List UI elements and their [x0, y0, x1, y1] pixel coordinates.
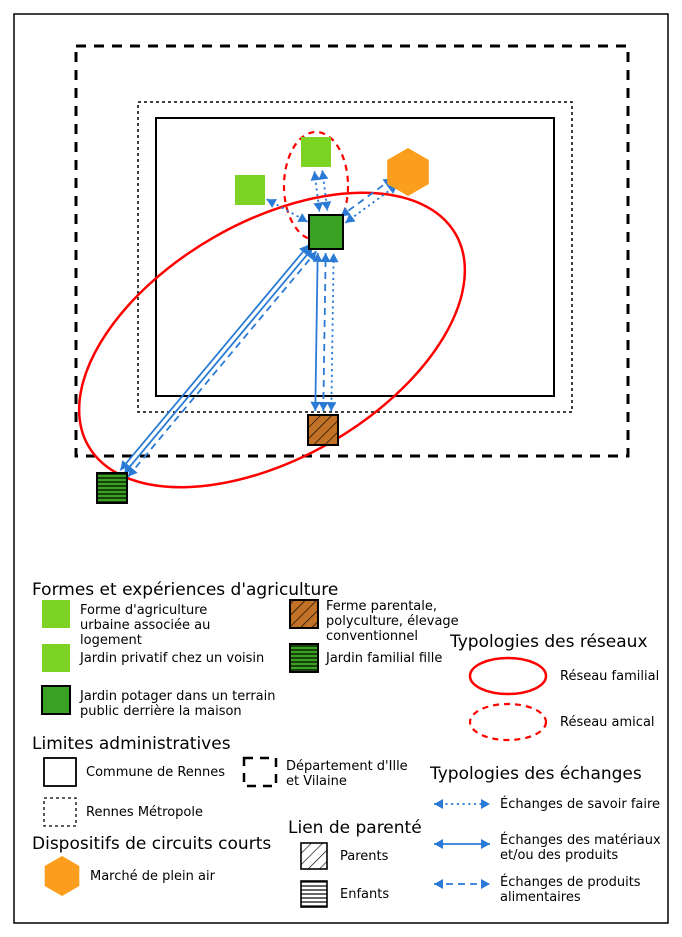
heading-dispositifs: Dispositifs de circuits courts — [32, 834, 271, 854]
arrowhead — [267, 199, 277, 208]
swatch-agri-4 — [290, 644, 318, 672]
heading-formes: Formes et expériences d'agriculture — [32, 580, 338, 600]
legend-limite-1: Rennes Métropole — [86, 806, 203, 821]
legend-agri-4: Jardin familial fille — [326, 652, 476, 667]
arrowhead — [313, 202, 323, 212]
swatch-dispositif-marche — [45, 856, 80, 896]
legend-agri-0: Forme d'agriculture urbaine associée au … — [80, 604, 260, 649]
swatch-limite-commune — [44, 758, 76, 786]
legend-echange-0: Échanges de savoir faire — [500, 798, 670, 813]
legend-limite-2: Département d'Ille et Vilaine — [286, 760, 416, 790]
swatch-parente-parents — [301, 843, 327, 869]
legend-agri-2: Jardin potager dans un terrain public de… — [80, 690, 280, 720]
legend-echange-2: Échanges de produits alimentaires — [500, 876, 670, 906]
arrowhead — [310, 402, 320, 411]
swatch-agri-2 — [42, 686, 70, 714]
arrowhead — [481, 799, 490, 809]
arrowhead — [434, 799, 443, 809]
legend-limite-0: Commune de Rennes — [86, 766, 225, 781]
arrow — [120, 245, 308, 470]
arrow — [345, 185, 397, 223]
swatch-agri-0 — [42, 600, 70, 628]
swatch-reseau-familial — [470, 658, 546, 694]
swatch-limite-metropole — [44, 798, 76, 826]
swatch-agri-1 — [42, 644, 70, 672]
node-parents — [308, 415, 338, 445]
diagram-root: Formes et expériences d'agriculture Typo… — [0, 0, 682, 937]
heading-typ-echanges: Typologies des échanges — [430, 764, 642, 784]
legend-dispositif-0: Marché de plein air — [90, 870, 215, 885]
legend-parente-1: Enfants — [340, 888, 389, 903]
legend-agri-1: Jardin privatif chez un voisin — [80, 652, 270, 667]
node-potager — [309, 215, 343, 249]
node-enfants — [97, 473, 127, 503]
heading-lien-parente: Lien de parenté — [288, 818, 422, 838]
arrowhead — [481, 879, 490, 889]
arrowhead — [297, 213, 307, 222]
swatch-agri-3 — [290, 600, 318, 628]
arrowhead — [318, 170, 328, 180]
box-department — [76, 46, 628, 456]
arrowhead — [321, 253, 331, 262]
legend-parente-0: Parents — [340, 850, 388, 865]
arrow — [315, 253, 317, 411]
arrow — [331, 253, 333, 411]
arrowhead — [318, 402, 328, 411]
arrow — [341, 178, 393, 216]
swatch-parente-enfants — [301, 881, 327, 907]
legend-reseau-0: Réseau familial — [560, 670, 659, 685]
swatch-reseau-amical — [470, 704, 546, 740]
arrowhead — [329, 253, 339, 262]
arrowhead — [434, 839, 443, 849]
heading-limites: Limites administratives — [32, 734, 231, 754]
node-urb_left — [235, 175, 265, 205]
legend-echange-1: Échanges des matériaux et/ou des produit… — [500, 834, 670, 864]
box-commune — [156, 118, 554, 396]
arrowhead — [434, 879, 443, 889]
arrowhead — [326, 402, 336, 411]
swatch-limite-departement — [244, 758, 276, 786]
legend-agri-3: Ferme parentale, polyculture, élevage co… — [326, 600, 476, 645]
arrowhead — [481, 839, 490, 849]
box-metropole — [138, 102, 572, 412]
heading-typ-reseaux: Typologies des réseaux — [450, 632, 648, 652]
legend-reseau-1: Réseau amical — [560, 716, 655, 731]
arrow — [323, 253, 325, 411]
arrowhead — [311, 171, 321, 181]
node-urb_top — [301, 137, 331, 167]
